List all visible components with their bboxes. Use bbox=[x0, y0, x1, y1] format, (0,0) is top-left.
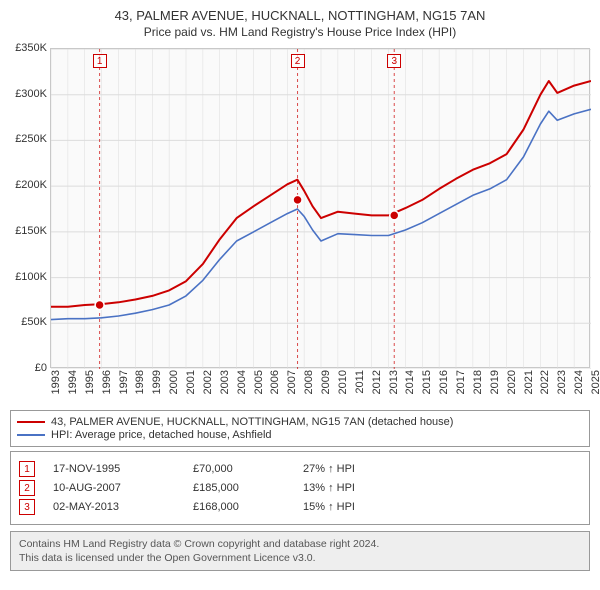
y-tick-label: £250K bbox=[15, 133, 47, 145]
x-tick-label: 1998 bbox=[134, 370, 146, 394]
x-tick-label: 2024 bbox=[573, 370, 585, 394]
x-tick-label: 2012 bbox=[371, 370, 383, 394]
chart-subtitle: Price paid vs. HM Land Registry's House … bbox=[5, 25, 595, 39]
sale-date: 17-NOV-1995 bbox=[53, 463, 193, 475]
y-axis: £0£50K£100K£150K£200K£250K£300K£350K bbox=[2, 48, 47, 368]
x-tick-label: 2013 bbox=[388, 370, 400, 394]
sale-marker-badge: 3 bbox=[387, 54, 401, 68]
legend-label: HPI: Average price, detached house, Ashf… bbox=[51, 429, 272, 441]
x-tick-label: 2009 bbox=[320, 370, 332, 394]
x-tick-label: 1993 bbox=[50, 370, 62, 394]
x-tick-label: 2000 bbox=[168, 370, 180, 394]
sale-date: 02-MAY-2013 bbox=[53, 501, 193, 513]
sale-diff: 15% ↑ HPI bbox=[303, 501, 355, 513]
sales-table: 1 17-NOV-1995£70,00027% ↑ HPI 2 10-AUG-2007… bbox=[10, 451, 590, 525]
x-tick-label: 2005 bbox=[253, 370, 265, 394]
sale-marker-badge: 2 bbox=[291, 54, 305, 68]
attribution-footer: Contains HM Land Registry data © Crown c… bbox=[10, 531, 590, 571]
legend-row: 43, PALMER AVENUE, HUCKNALL, NOTTINGHAM,… bbox=[17, 416, 583, 428]
y-tick-label: £100K bbox=[15, 271, 47, 283]
x-tick-label: 2007 bbox=[286, 370, 298, 394]
x-tick-label: 2004 bbox=[236, 370, 248, 394]
x-tick-label: 2010 bbox=[337, 370, 349, 394]
x-tick-label: 2018 bbox=[472, 370, 484, 394]
sale-price: £185,000 bbox=[193, 482, 303, 494]
x-tick-label: 2020 bbox=[506, 370, 518, 394]
chart-title-block: 43, PALMER AVENUE, HUCKNALL, NOTTINGHAM,… bbox=[0, 0, 600, 43]
sale-price: £168,000 bbox=[193, 501, 303, 513]
x-tick-label: 2021 bbox=[523, 370, 535, 394]
legend: 43, PALMER AVENUE, HUCKNALL, NOTTINGHAM,… bbox=[10, 410, 590, 447]
footer-line-1: Contains HM Land Registry data © Crown c… bbox=[19, 537, 581, 551]
x-tick-label: 2008 bbox=[303, 370, 315, 394]
x-tick-label: 2025 bbox=[590, 370, 600, 394]
x-tick-label: 2019 bbox=[489, 370, 501, 394]
sale-row: 3 02-MAY-2013£168,00015% ↑ HPI bbox=[19, 499, 581, 515]
y-tick-label: £0 bbox=[35, 362, 47, 374]
x-tick-label: 1994 bbox=[67, 370, 79, 394]
y-tick-label: £150K bbox=[15, 225, 47, 237]
x-tick-label: 1997 bbox=[118, 370, 130, 394]
x-tick-label: 1996 bbox=[101, 370, 113, 394]
x-tick-label: 2022 bbox=[539, 370, 551, 394]
plot-svg bbox=[51, 49, 591, 369]
sale-badge: 3 bbox=[19, 499, 35, 515]
x-tick-label: 2016 bbox=[438, 370, 450, 394]
legend-label: 43, PALMER AVENUE, HUCKNALL, NOTTINGHAM,… bbox=[51, 416, 453, 428]
legend-swatch bbox=[17, 421, 45, 423]
plot-area: 1 2 3 bbox=[50, 48, 590, 368]
x-tick-label: 2023 bbox=[556, 370, 568, 394]
y-tick-label: £200K bbox=[15, 179, 47, 191]
x-tick-label: 2002 bbox=[202, 370, 214, 394]
x-tick-label: 2014 bbox=[404, 370, 416, 394]
x-tick-label: 2011 bbox=[354, 370, 366, 394]
sale-diff: 27% ↑ HPI bbox=[303, 463, 355, 475]
chart-area: £0£50K£100K£150K£200K£250K£300K£350K 123 bbox=[50, 48, 592, 368]
sale-diff: 13% ↑ HPI bbox=[303, 482, 355, 494]
x-tick-label: 2003 bbox=[219, 370, 231, 394]
x-tick-label: 1999 bbox=[151, 370, 163, 394]
y-tick-label: £300K bbox=[15, 88, 47, 100]
legend-row: HPI: Average price, detached house, Ashf… bbox=[17, 429, 583, 441]
x-tick-label: 2001 bbox=[185, 370, 197, 394]
legend-swatch bbox=[17, 434, 45, 436]
y-tick-label: £350K bbox=[15, 42, 47, 54]
sale-badge: 2 bbox=[19, 480, 35, 496]
x-tick-label: 2006 bbox=[269, 370, 281, 394]
footer-line-2: This data is licensed under the Open Gov… bbox=[19, 551, 581, 565]
x-tick-label: 2015 bbox=[421, 370, 433, 394]
sale-row: 2 10-AUG-2007£185,00013% ↑ HPI bbox=[19, 480, 581, 496]
y-tick-label: £50K bbox=[21, 316, 47, 328]
sale-marker-badge: 1 bbox=[93, 54, 107, 68]
sale-badge: 1 bbox=[19, 461, 35, 477]
sale-price: £70,000 bbox=[193, 463, 303, 475]
sale-date: 10-AUG-2007 bbox=[53, 482, 193, 494]
x-tick-label: 2017 bbox=[455, 370, 467, 394]
sale-row: 1 17-NOV-1995£70,00027% ↑ HPI bbox=[19, 461, 581, 477]
chart-title: 43, PALMER AVENUE, HUCKNALL, NOTTINGHAM,… bbox=[5, 8, 595, 23]
x-tick-label: 1995 bbox=[84, 370, 96, 394]
x-axis: 1993 1994 1995 1996 1997 1998 1999 2000 2001 2002… bbox=[50, 368, 590, 406]
